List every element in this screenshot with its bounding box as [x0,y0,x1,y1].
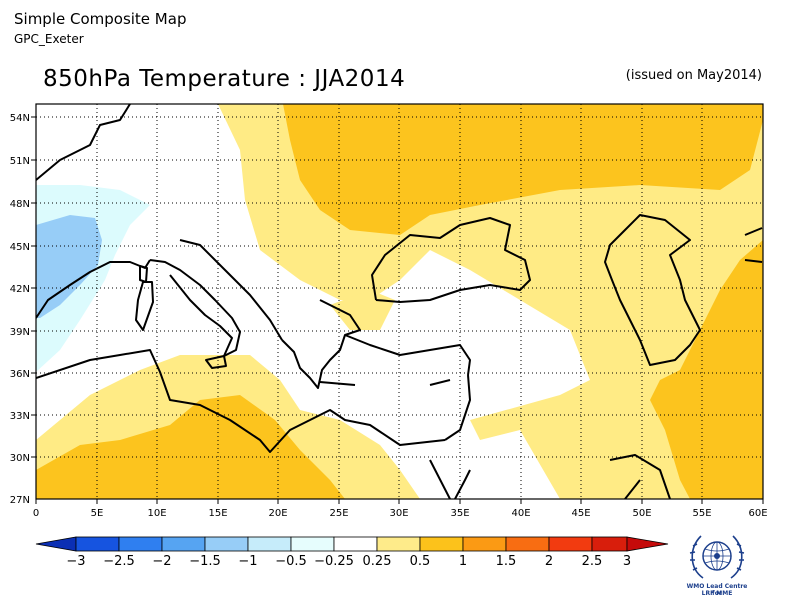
coast-adriatic [179,239,283,341]
lon-tick-label: 45E [571,508,590,519]
colorbar-label: −1 [238,554,257,569]
lon-tick-label: 25E [329,508,348,519]
coast-iran-east [744,227,763,263]
colorbar-label: 2 [545,554,553,569]
issued-date: (issued on May2014) [625,68,762,83]
lon-tick-label: 60E [748,508,767,519]
coast-italy [149,259,241,357]
lon-tick-label: 20E [268,508,287,519]
colorbar-label: 1.5 [496,554,517,569]
wmo-emblem-icon [689,535,745,579]
colorbar-label: −0.5 [275,554,307,569]
colorbar-label: 0.25 [363,554,392,569]
app-subtitle: GPC_Exeter [14,32,84,46]
colorbar-arrow-high [626,536,669,552]
lat-tick-label: 54N [10,113,30,124]
lat-tick-label: 39N [10,327,30,338]
lat-tick-label: 42N [10,284,30,295]
coast-sardinia [135,281,154,331]
colorbar-label: −2 [152,554,171,569]
coast-red-sea [429,459,471,499]
lon-tick-label: 0 [33,508,39,519]
colorbar-label: 3 [623,554,631,569]
coast-crete [319,381,356,386]
colorbar-label: −2.5 [103,554,135,569]
lat-tick-label: 48N [10,199,30,210]
coast-europe-north [36,104,131,181]
wmo-logo: WMO Lead Centre for LRF MME [683,530,751,600]
lat-tick-label: 51N [10,156,30,167]
lat-tick-label: 36N [10,369,30,380]
colorbar-label: −0.25 [314,554,354,569]
lon-tick-label: 40E [511,508,530,519]
lat-tick-label: 30N [10,453,30,464]
coast-corsica [139,265,148,283]
lon-tick-label: 55E [692,508,711,519]
coast-north-africa [36,349,446,453]
logo-caption-1: WMO Lead Centre for [686,583,748,597]
colorbar-label: 2.5 [582,554,603,569]
coast-cyprus [429,379,451,386]
colorbar [35,536,669,552]
lat-tick-label: 45N [10,242,30,253]
coast-sicily [205,355,227,369]
colorbar-label: 1 [459,554,467,569]
lat-tick-label: 33N [10,411,30,422]
lat-tick-label: 27N [10,495,30,506]
map-title: 850hPa Temperature : JJA2014 [43,66,406,92]
colorbar-label: 0.5 [410,554,431,569]
coast-blacksea [371,217,531,303]
colorbar-labels: −3 −2.5 −2 −1.5 −1 −0.5 −0.25 0.25 0.5 1… [66,554,631,569]
lon-tick-label: 30E [389,508,408,519]
coast-persian-gulf [609,454,671,499]
coast-turkey [344,334,471,376]
colorbar-arrow-low [35,536,77,552]
lon-tick-label: 15E [208,508,227,519]
contour-neg-mid [36,215,102,318]
contour-pos-mid-north [283,104,763,235]
app-title: Simple Composite Map [14,10,187,28]
colorbar-label: −3 [66,554,85,569]
lon-tick-label: 10E [147,508,166,519]
coastlines [36,104,763,499]
coast-greece [281,299,361,389]
lat-axis: 54N 51N 48N 45N 42N 39N 36N 33N 30N 27N [10,113,30,506]
logo-caption-2: LRF MME [701,590,733,597]
lon-tick-label: 35E [450,508,469,519]
lon-tick-label: 50E [632,508,651,519]
contour-pos-mid-south [36,395,345,499]
lon-axis: 0 5E 10E 15E 20E 25E 30E 35E 40E 45E 50E… [33,508,768,519]
lon-tick-label: 5E [91,508,104,519]
contour-pos-mid-east [650,240,763,499]
coast-caspian [604,214,701,366]
shaded-field [36,104,763,499]
colorbar-label: −1.5 [189,554,221,569]
